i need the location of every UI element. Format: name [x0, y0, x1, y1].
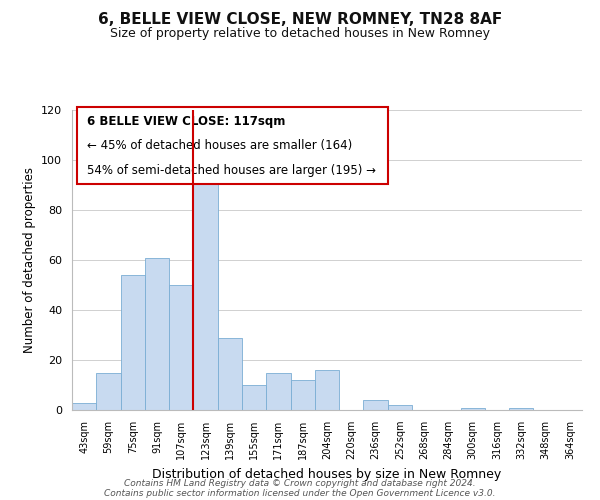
- Bar: [266, 372, 290, 410]
- Bar: [72, 402, 96, 410]
- X-axis label: Distribution of detached houses by size in New Romney: Distribution of detached houses by size …: [152, 468, 502, 480]
- Bar: [364, 400, 388, 410]
- Text: 6 BELLE VIEW CLOSE: 117sqm: 6 BELLE VIEW CLOSE: 117sqm: [88, 114, 286, 128]
- Y-axis label: Number of detached properties: Number of detached properties: [23, 167, 35, 353]
- Text: Contains HM Land Registry data © Crown copyright and database right 2024.: Contains HM Land Registry data © Crown c…: [124, 478, 476, 488]
- Bar: [193, 178, 218, 410]
- Bar: [290, 380, 315, 410]
- Text: Size of property relative to detached houses in New Romney: Size of property relative to detached ho…: [110, 28, 490, 40]
- Bar: [461, 408, 485, 410]
- Bar: [388, 405, 412, 410]
- Bar: [169, 285, 193, 410]
- Text: 6, BELLE VIEW CLOSE, NEW ROMNEY, TN28 8AF: 6, BELLE VIEW CLOSE, NEW ROMNEY, TN28 8A…: [98, 12, 502, 28]
- Bar: [145, 258, 169, 410]
- Bar: [509, 408, 533, 410]
- Bar: [96, 372, 121, 410]
- Bar: [121, 275, 145, 410]
- Text: ← 45% of detached houses are smaller (164): ← 45% of detached houses are smaller (16…: [88, 139, 353, 152]
- Bar: [242, 385, 266, 410]
- FancyBboxPatch shape: [77, 107, 388, 184]
- Text: Contains public sector information licensed under the Open Government Licence v3: Contains public sector information licen…: [104, 488, 496, 498]
- Text: 54% of semi-detached houses are larger (195) →: 54% of semi-detached houses are larger (…: [88, 164, 376, 176]
- Bar: [315, 370, 339, 410]
- Bar: [218, 338, 242, 410]
